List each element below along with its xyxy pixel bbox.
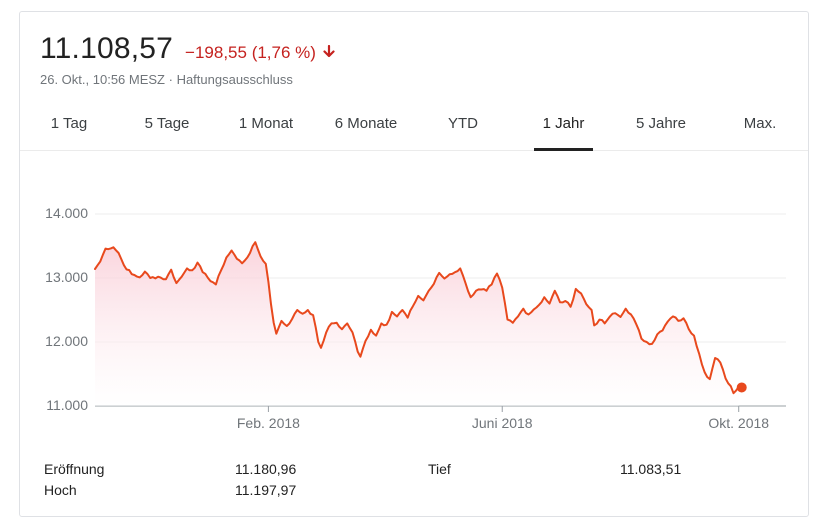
tab-1-year[interactable]: 1 Jahr <box>534 106 593 151</box>
last-price-dot <box>736 382 747 393</box>
y-tick-label: 11.000 <box>46 397 88 413</box>
tab-1-month[interactable]: 1 Monat <box>238 115 294 132</box>
price-area-fill <box>95 242 739 406</box>
x-tick-label: Feb. 2018 <box>237 415 300 431</box>
timestamp: 26. Okt., 10:56 MESZ <box>40 72 165 87</box>
low-value: 11.083,51 <box>620 461 682 477</box>
x-tick-label: Okt. 2018 <box>708 415 769 431</box>
tab-1-day[interactable]: 1 Tag <box>50 115 88 132</box>
high-value: 11.197,97 <box>235 482 297 498</box>
arrow-down-icon <box>323 45 335 58</box>
low-label: Tief <box>428 461 451 477</box>
price-line <box>94 241 740 395</box>
y-axis-labels: 14.000 13.000 12.000 11.000 <box>45 205 88 413</box>
tab-6-months[interactable]: 6 Monate <box>334 115 398 132</box>
y-tick-label: 13.000 <box>45 269 88 285</box>
timestamp-line: 26. Okt., 10:56 MESZ · Haftungsausschlus… <box>40 72 293 87</box>
tab-ytd[interactable]: YTD <box>448 115 478 132</box>
open-value: 11.180,96 <box>235 461 297 477</box>
x-axis: Feb. 2018 Juni 2018 Okt. 2018 <box>237 406 769 431</box>
stock-card: 11.108,57 −198,55 (1,76 %) 26. Okt., 10:… <box>19 11 809 517</box>
tab-max[interactable]: Max. <box>743 115 777 132</box>
separator: · <box>165 72 177 87</box>
price-change: −198,55 (1,76 %) <box>185 43 316 62</box>
y-tick-label: 12.000 <box>45 333 88 349</box>
tab-5-years[interactable]: 5 Jahre <box>635 115 687 132</box>
tab-5-days[interactable]: 5 Tage <box>144 115 190 132</box>
y-tick-label: 14.000 <box>45 205 88 221</box>
range-tabs: 1 Tag 5 Tage 1 Monat 6 Monate YTD 1 Jahr… <box>20 106 808 151</box>
current-price: 11.108,57 <box>40 32 174 65</box>
x-tick-label: Juni 2018 <box>472 415 533 431</box>
disclaimer-link[interactable]: Haftungsausschluss <box>176 72 293 87</box>
open-label: Eröffnung <box>44 461 105 477</box>
price-row: 11.108,57 −198,55 (1,76 %) <box>40 32 336 66</box>
price-chart: 14.000 13.000 12.000 11.000 Feb. 2018 Jun… <box>45 205 786 431</box>
high-label: Hoch <box>44 482 77 498</box>
